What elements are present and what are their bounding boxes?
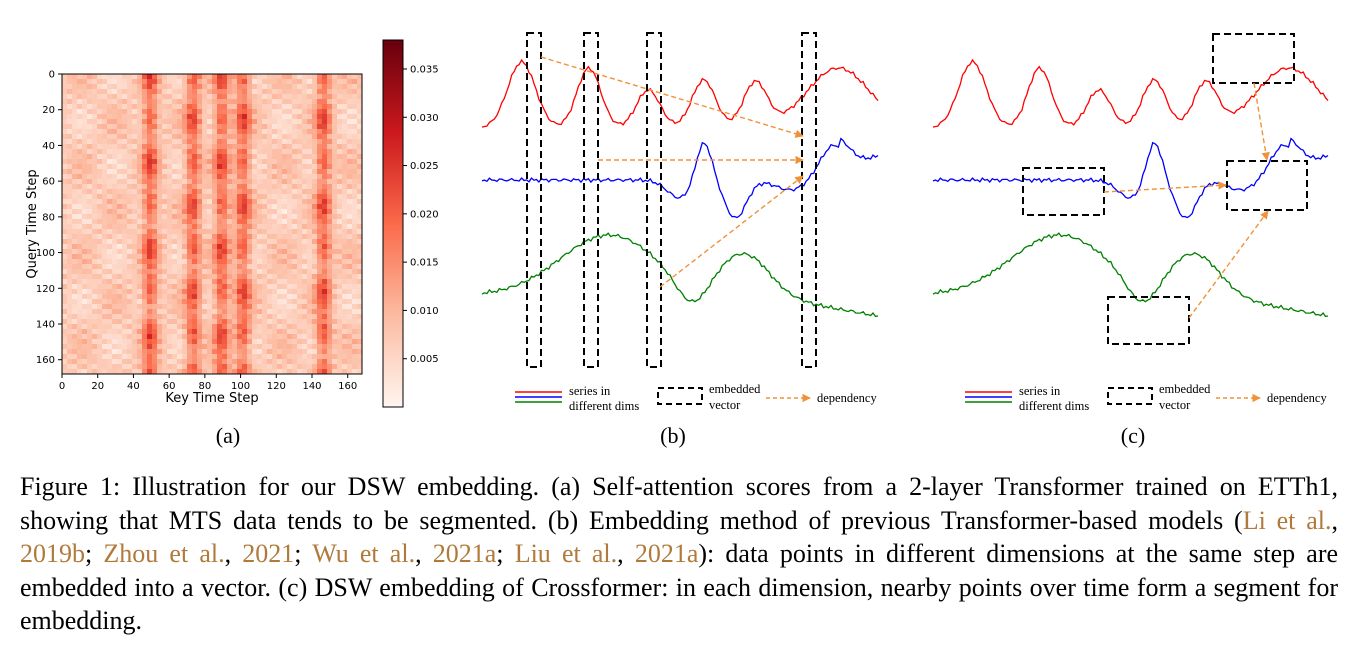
x-tick-label: 160 [338,381,357,392]
figure: 0 20 40 60 80 100 120 140 160 0 20 40 60 80 100 120 140… [25,32,1329,448]
heatmap-frame [61,73,363,375]
panel-b: series in different dims embedded vector… [481,32,879,448]
x-tick-label: 100 [231,381,250,392]
dependency-arrow [659,175,804,288]
colorbar [382,39,404,408]
x-tick-label: 80 [198,381,211,392]
legend-embedded-label: embedded [1159,382,1211,396]
x-tick-label: 60 [163,381,176,392]
dependency-arrow [1103,181,1227,193]
x-tick-label: 40 [127,381,140,392]
colorbar-tick-label: 0.015 [410,258,439,269]
caption-text: ): data points in different dimensions a… [20,539,1339,635]
colorbar-tick-label: 0.035 [410,64,439,75]
segment-box [1226,160,1308,211]
x-tick-label: 20 [91,381,104,392]
series-blue-line [932,137,1329,219]
citation-link[interactable]: Liu et al. [514,539,618,568]
y-tick-label: 60 [42,177,55,188]
legend-box-icon [657,387,703,405]
caption-sep: , [415,539,433,568]
series-green-line [481,232,879,318]
legend-dependency-label: dependency [1267,391,1327,405]
caption-sep: ; [85,539,104,568]
legend-dependency-label: dependency [817,391,877,405]
x-axis-ticks: 0 20 40 60 80 100 120 140 160 [59,374,357,392]
legend: series in different dims embedded vector… [515,382,877,413]
series-red-line [932,58,1329,128]
x-axis-label: Key Time Step [165,391,258,406]
panel-a: 0 20 40 60 80 100 120 140 160 0 20 40 60 80 100 120 140… [25,39,439,448]
y-tick-label: 140 [36,320,55,331]
series-blue-line [481,137,879,219]
y-tick-label: 120 [36,284,55,295]
colorbar-tick-label: 0.005 [410,354,439,365]
citation-link[interactable]: 2019b [20,539,85,568]
attention-heatmap [62,74,363,375]
x-tick-label: 120 [267,381,286,392]
y-axis-ticks: 0 20 40 60 80 100 120 140 160 [36,70,62,366]
citation-link[interactable]: 2021a [634,539,699,568]
colorbar-tick-label: 0.025 [410,161,439,172]
caption-sep: ; [294,539,313,568]
legend: series in different dims embedded vector… [965,382,1327,413]
caption-sep: , [617,539,635,568]
figure-caption: Figure 1: Illustration for our DSW embed… [20,470,1338,638]
x-tick-label: 140 [302,381,321,392]
legend-embedded-label: vector [709,398,741,412]
caption-sep: , [1331,505,1338,535]
panel-a-label: (a) [216,423,240,448]
citation-link[interactable]: 2021 [242,539,295,568]
citation-link[interactable]: Li et al. [1242,505,1332,535]
colorbar-ticks: 0.035 0.030 0.025 0.020 0.015 0.010 0.005 [403,64,439,365]
citation-link[interactable]: Zhou et al. [103,539,225,568]
colorbar-tick-label: 0.020 [410,209,439,220]
y-tick-label: 100 [36,248,55,259]
segment-box [1022,167,1105,216]
caption-sep: , [224,539,243,568]
series-red-line [481,58,879,128]
y-tick-label: 20 [42,105,55,116]
caption-sep: ; [496,539,515,568]
segment-box [1107,296,1190,345]
panel-b-label: (b) [660,423,686,448]
legend-embedded-label: vector [1159,398,1191,412]
legend-series-label: different dims [1019,399,1089,413]
citation-link[interactable]: 2021a [432,539,497,568]
segment-box [1212,33,1295,84]
embedded-vector-box [583,32,599,368]
caption-text: Figure 1: Illustration for our DSW embed… [20,472,1338,535]
y-axis-label: Query Time Step [25,169,40,278]
embedded-vector-box [646,32,662,368]
dependency-arrow [540,56,804,138]
citation-link[interactable]: Wu et al. [312,539,416,568]
legend-box-icon [1107,387,1153,405]
colorbar-tick-label: 0.010 [410,306,439,317]
legend-series-label: series in [1019,384,1061,398]
series-green-line [932,232,1329,318]
dependency-arrow [1188,210,1269,319]
y-tick-label: 160 [36,355,55,366]
legend-series-label: different dims [569,399,639,413]
embedded-vector-box [801,32,817,368]
legend-series-label: series in [569,384,611,398]
y-tick-label: 0 [49,70,55,81]
panel-c: series in different dims embedded vector… [932,33,1329,448]
y-tick-label: 80 [42,212,55,223]
panel-c-label: (c) [1121,423,1145,448]
colorbar-tick-label: 0.030 [410,113,439,124]
legend-embedded-label: embedded [709,382,761,396]
y-tick-label: 40 [42,141,55,152]
x-tick-label: 0 [59,381,65,392]
dependency-arrow [1253,82,1270,161]
embedded-vector-box [526,32,542,368]
